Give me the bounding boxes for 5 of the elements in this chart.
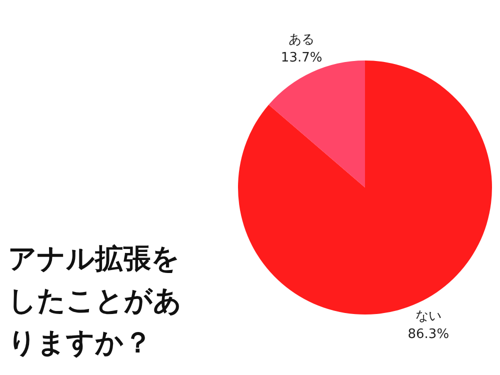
data-label: 86.3%: [408, 327, 450, 342]
slice-label: ない: [415, 309, 442, 324]
text: アナル拡張をしたことがありますか？: [8, 241, 183, 361]
data-label: 13.7%: [280, 50, 322, 66]
slice-label: ある: [288, 32, 315, 48]
